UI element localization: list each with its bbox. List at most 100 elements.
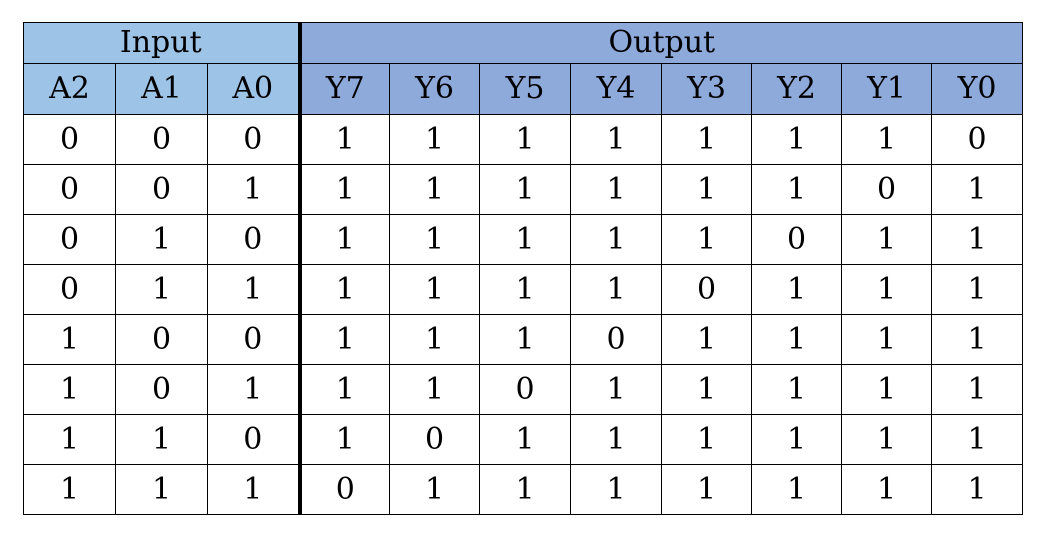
table-row: 0 1 0 1 1 1 1 1 0 1 1 (23, 214, 1024, 265)
table-cell: 1 (297, 314, 391, 365)
table-cell: 1 (297, 164, 391, 215)
column-header-a0: A0 (206, 63, 301, 115)
table-cell: 1 (479, 414, 572, 465)
table-row: 0 0 1 1 1 1 1 1 1 0 1 (23, 164, 1024, 215)
table-cell: 1 (931, 464, 1024, 515)
table-cell: 1 (661, 164, 753, 215)
table-cell: 0 (751, 214, 843, 265)
table-cell: 1 (931, 364, 1024, 415)
table-cell: 1 (479, 264, 572, 315)
table-row: 1 0 1 1 1 0 1 1 1 1 1 (23, 364, 1024, 415)
table-cell: 1 (751, 414, 843, 465)
table-cell: 1 (841, 264, 933, 315)
table-cell: 1 (389, 364, 481, 415)
table-cell: 0 (23, 214, 116, 265)
table-row: 1 1 1 0 1 1 1 1 1 1 1 (23, 464, 1024, 515)
table-cell: 1 (297, 114, 391, 165)
column-header-y0: Y0 (931, 63, 1024, 115)
table-cell: 1 (206, 464, 301, 515)
table-cell: 1 (751, 264, 843, 315)
column-header-y5: Y5 (479, 63, 572, 115)
table-cell: 1 (389, 314, 481, 365)
column-header-y6: Y6 (389, 63, 481, 115)
table-cell: 1 (479, 464, 572, 515)
table-cell: 1 (479, 314, 572, 365)
table-row: 1 1 0 1 0 1 1 1 1 1 1 (23, 414, 1024, 465)
table-cell: 0 (931, 114, 1024, 165)
table-cell: 1 (931, 314, 1024, 365)
table-cell: 1 (115, 414, 208, 465)
table-cell: 1 (570, 164, 663, 215)
table-cell: 1 (841, 214, 933, 265)
table-cell: 1 (389, 214, 481, 265)
table-cell: 0 (206, 114, 301, 165)
table-cell: 1 (841, 414, 933, 465)
table-cell: 1 (206, 164, 301, 215)
table-cell: 1 (841, 114, 933, 165)
table-cell: 1 (206, 364, 301, 415)
table-cell: 1 (661, 214, 753, 265)
table-cell: 1 (661, 114, 753, 165)
table-cell: 0 (297, 464, 391, 515)
table-cell: 1 (751, 114, 843, 165)
truth-table: Input Output A2 A1 A0 Y7 Y6 Y5 Y4 Y3 Y2 … (22, 22, 1024, 515)
table-cell: 0 (841, 164, 933, 215)
table-cell: 1 (297, 264, 391, 315)
table-cell: 1 (661, 314, 753, 365)
table-cell: 1 (389, 264, 481, 315)
table-cell: 1 (751, 364, 843, 415)
table-cell: 1 (389, 464, 481, 515)
table-cell: 0 (23, 164, 116, 215)
table-cell: 1 (570, 464, 663, 515)
table-cell: 1 (570, 114, 663, 165)
table-cell: 1 (479, 114, 572, 165)
table-cell: 1 (661, 364, 753, 415)
table-row: 0 0 0 1 1 1 1 1 1 1 0 (23, 114, 1024, 165)
table-cell: 1 (389, 164, 481, 215)
table-cell: 1 (206, 264, 301, 315)
table-cell: 0 (661, 264, 753, 315)
table-cell: 0 (115, 314, 208, 365)
table-cell: 1 (841, 464, 933, 515)
table-cell: 1 (931, 164, 1024, 215)
table-cell: 0 (115, 114, 208, 165)
table-cell: 1 (297, 214, 391, 265)
column-header-a1: A1 (115, 63, 208, 115)
group-header-row: Input Output (22, 22, 1024, 64)
table-row: 0 1 1 1 1 1 1 0 1 1 1 (23, 264, 1024, 315)
table-cell: 1 (23, 414, 116, 465)
table-cell: 1 (751, 314, 843, 365)
column-header-y1: Y1 (841, 63, 933, 115)
table-cell: 1 (841, 314, 933, 365)
table-cell: 1 (479, 164, 572, 215)
table-cell: 0 (479, 364, 572, 415)
table-cell: 1 (115, 264, 208, 315)
table-cell: 1 (297, 414, 391, 465)
column-header-y2: Y2 (751, 63, 843, 115)
table-cell: 1 (23, 364, 116, 415)
output-group-header: Output (297, 22, 1024, 64)
column-header-y4: Y4 (570, 63, 663, 115)
table-cell: 1 (661, 464, 753, 515)
table-cell: 0 (389, 414, 481, 465)
table-cell: 0 (23, 114, 116, 165)
table-cell: 1 (931, 414, 1024, 465)
table-cell: 1 (479, 214, 572, 265)
table-cell: 1 (297, 364, 391, 415)
table-cell: 0 (570, 314, 663, 365)
table-cell: 1 (570, 364, 663, 415)
table-cell: 1 (841, 364, 933, 415)
table-cell: 1 (570, 214, 663, 265)
table-cell: 0 (206, 314, 301, 365)
table-cell: 1 (751, 464, 843, 515)
table-cell: 1 (570, 414, 663, 465)
table-cell: 1 (23, 464, 116, 515)
table-cell: 1 (23, 314, 116, 365)
table-cell: 1 (931, 214, 1024, 265)
table-cell: 1 (570, 264, 663, 315)
table-cell: 1 (389, 114, 481, 165)
input-group-header: Input (22, 22, 301, 64)
column-header-y3: Y3 (661, 63, 753, 115)
column-header-y7: Y7 (297, 63, 391, 115)
column-header-a2: A2 (23, 63, 116, 115)
